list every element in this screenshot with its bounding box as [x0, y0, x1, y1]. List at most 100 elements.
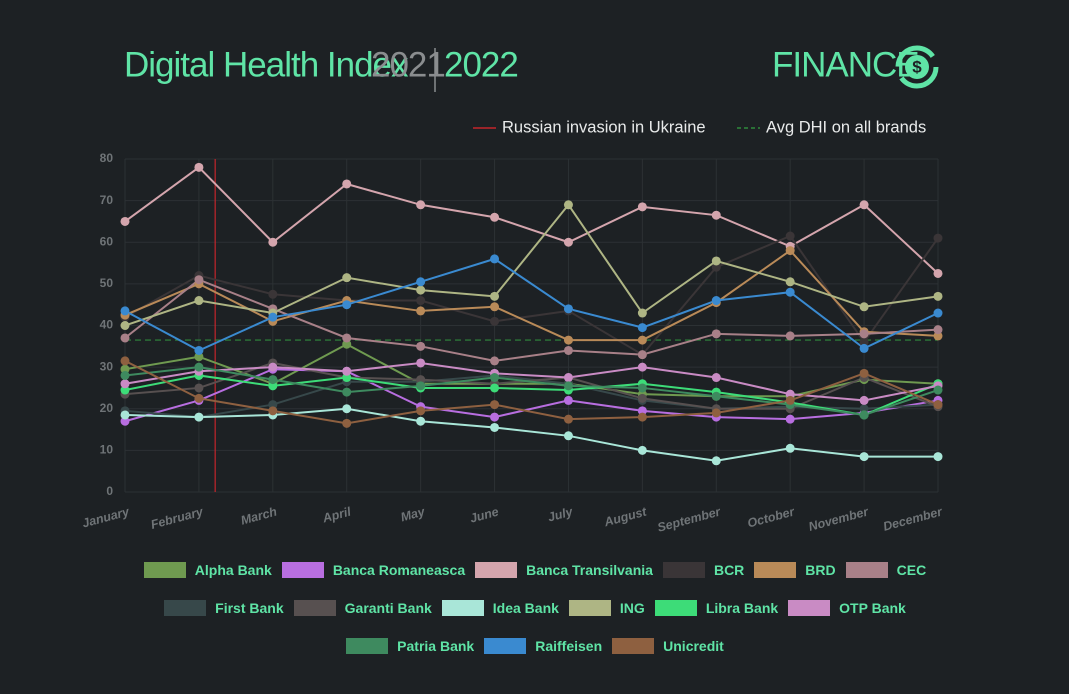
legend-item[interactable]: Banca Romaneasca — [281, 561, 466, 579]
year-previous: 2021 — [371, 45, 445, 84]
data-point — [933, 308, 943, 318]
data-point — [416, 416, 426, 426]
legend-swatch — [164, 600, 207, 616]
data-point — [342, 404, 352, 414]
data-point — [194, 352, 204, 362]
legend-swatch — [788, 600, 831, 616]
data-point — [785, 287, 795, 297]
data-point — [490, 291, 500, 301]
data-point — [120, 410, 130, 420]
legend-item[interactable]: Patria Bank — [346, 637, 474, 655]
legend-swatch — [143, 562, 186, 578]
data-point — [342, 418, 352, 428]
legend-item[interactable]: First Bank — [164, 599, 284, 617]
finance-icon: $ — [895, 45, 939, 89]
legend-swatch — [568, 600, 611, 616]
data-point — [933, 325, 943, 335]
data-point — [933, 385, 943, 395]
legend-label: Garanti Bank — [344, 600, 432, 616]
data-point — [785, 277, 795, 287]
legend-item[interactable]: Libra Bank — [654, 599, 779, 617]
data-point — [342, 387, 352, 397]
data-point — [563, 431, 573, 441]
data-point — [490, 400, 500, 410]
legend-item[interactable]: ING — [568, 599, 645, 617]
x-tick-label: June — [468, 505, 500, 526]
data-point — [859, 337, 869, 347]
data-point — [637, 406, 647, 416]
data-point — [563, 335, 573, 345]
data-point — [711, 391, 721, 401]
data-point — [563, 373, 573, 383]
legend-item[interactable]: Raiffeisen — [484, 637, 602, 655]
data-point — [416, 375, 426, 385]
legend-swatch — [654, 600, 697, 616]
data-point — [120, 364, 130, 374]
x-tick-label: August — [602, 504, 649, 529]
legend-item[interactable]: BCR — [662, 561, 744, 579]
data-point — [342, 300, 352, 310]
data-point — [859, 404, 869, 414]
data-point — [268, 381, 278, 391]
data-point — [711, 373, 721, 383]
data-point — [268, 289, 278, 299]
x-tick-label: September — [656, 504, 723, 535]
data-point — [711, 408, 721, 418]
data-point — [490, 254, 500, 264]
legend-item[interactable]: CEC — [845, 561, 926, 579]
data-point — [416, 296, 426, 306]
legend-label: Idea Bank — [492, 600, 559, 616]
data-point — [859, 302, 869, 312]
legend-item[interactable]: OTP Bank — [788, 599, 906, 617]
legend-label: ING — [619, 600, 645, 616]
legend-label: Libra Bank — [705, 600, 779, 616]
legend-item[interactable]: Alpha Bank — [143, 561, 272, 579]
data-point — [637, 323, 647, 333]
legend-label: Banca Romaneasca — [332, 562, 466, 578]
data-point — [120, 333, 130, 343]
data-point — [268, 406, 278, 416]
data-point — [785, 231, 795, 241]
y-tick-label: 80 — [100, 151, 114, 165]
data-point — [785, 414, 795, 424]
x-tick-label: December — [882, 504, 945, 533]
y-tick-label: 40 — [100, 318, 114, 332]
x-tick-label: October — [746, 504, 797, 530]
series-line — [124, 166, 939, 275]
legend-swatch — [281, 562, 324, 578]
x-tick-label: March — [239, 504, 279, 527]
legend-label: First Bank — [215, 600, 284, 616]
data-point — [490, 422, 500, 432]
data-point — [194, 412, 204, 422]
data-point — [342, 333, 352, 343]
legend-item[interactable]: BRD — [754, 561, 836, 579]
data-point — [785, 389, 795, 399]
legend-swatch — [484, 638, 527, 654]
data-point — [563, 395, 573, 405]
data-point — [120, 379, 130, 389]
legend-item[interactable]: Unicredit — [612, 637, 724, 655]
data-point — [933, 331, 943, 341]
legend-item[interactable]: Banca Transilvania — [475, 561, 653, 579]
legend: Alpha Bank Banca Romaneasca Banca Transilv… — [70, 561, 1000, 655]
legend-label-invasion: Russian invasion in Ukraine — [502, 118, 706, 136]
data-point — [859, 343, 869, 353]
data-point — [637, 335, 647, 345]
data-point — [416, 200, 426, 210]
legend-swatch — [475, 562, 518, 578]
legend-label-average: Avg DHI on all brands — [766, 118, 926, 136]
legend-item[interactable]: Idea Bank — [441, 599, 559, 617]
x-tick-label: November — [807, 504, 871, 534]
legend-swatch — [346, 638, 389, 654]
data-point — [268, 237, 278, 247]
y-tick-label: 60 — [100, 234, 114, 248]
legend-label: Patria Bank — [397, 638, 475, 654]
data-point — [194, 383, 204, 393]
legend-label: OTP Bank — [839, 600, 906, 616]
y-tick-label: 20 — [100, 401, 114, 415]
legend-item[interactable]: Garanti Bank — [293, 599, 432, 617]
legend-swatch — [662, 562, 705, 578]
series-line — [124, 278, 939, 362]
data-point — [416, 285, 426, 295]
